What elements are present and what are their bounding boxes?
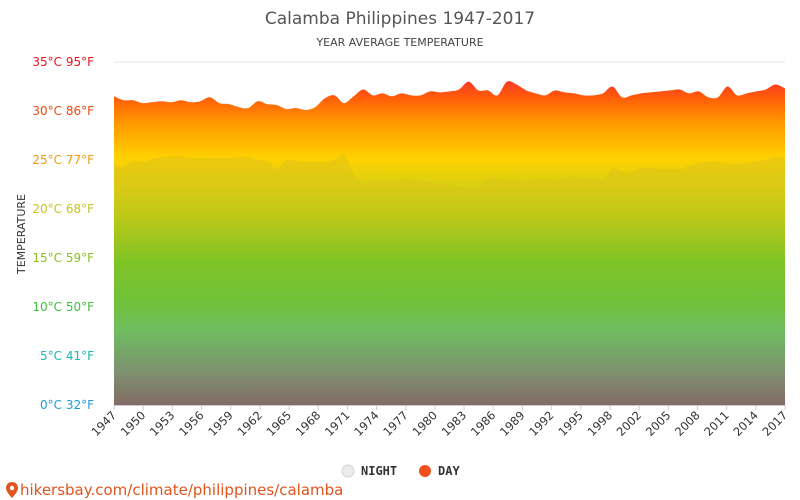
y-tick-label: 5°C 41°F (40, 349, 94, 363)
x-tick-label: 2011 (701, 408, 732, 439)
x-tick-label: 1947 (89, 408, 120, 439)
x-tick-label: 1965 (264, 408, 295, 439)
x-tick-label: 1962 (234, 408, 265, 439)
legend-label-night: NIGHT (361, 464, 397, 478)
chart-title: Calamba Philippines 1947-2017 (265, 9, 535, 29)
y-axis-label: TEMPERATURE (15, 194, 28, 275)
legend-item-night[interactable]: NIGHT (341, 464, 397, 478)
y-tick-label: 25°C 77°F (32, 153, 94, 167)
map-pin-icon-dot (9, 485, 15, 491)
x-tick-label: 2014 (730, 408, 761, 439)
y-tick-label: 30°C 86°F (32, 104, 94, 118)
y-tick-label: 0°C 32°F (40, 398, 94, 412)
y-tick-label: 10°C 50°F (32, 300, 94, 314)
x-tick-label: 1974 (351, 408, 382, 439)
x-tick-label: 1989 (497, 408, 528, 439)
x-tick-label: 1980 (409, 408, 440, 439)
x-tick-label: 1983 (439, 408, 470, 439)
y-tick-label: 20°C 68°F (32, 202, 94, 216)
x-tick-label: 1956 (176, 408, 207, 439)
x-tick-label: 2002 (614, 408, 645, 439)
x-tick-label: 1977 (380, 408, 411, 439)
legend-marker-night (341, 464, 355, 478)
y-tick-label: 35°C 95°F (32, 55, 94, 69)
x-tick-label: 1953 (147, 408, 178, 439)
x-tick-label: 2017 (760, 408, 791, 439)
night-area (114, 153, 785, 405)
x-axis-ticks: 1947195019531956195919621965196819711974… (89, 405, 791, 439)
x-tick-label: 1950 (118, 408, 149, 439)
x-tick-label: 1971 (322, 408, 353, 439)
x-tick-label: 1992 (526, 408, 557, 439)
x-tick-label: 2005 (643, 408, 674, 439)
legend-item-day[interactable]: DAY (419, 464, 460, 478)
legend: NIGHT DAY (341, 464, 460, 478)
x-tick-label: 1959 (205, 408, 236, 439)
y-axis-ticks: 0°C 32°F 5°C 41°F 10°C 50°F 15°C 59°F 20°C 6… (32, 55, 94, 412)
x-tick-label: 1986 (468, 408, 499, 439)
x-tick-label: 1995 (555, 408, 586, 439)
source-url[interactable]: hikersbay.com/climate/philippines/calamb… (20, 481, 343, 499)
x-tick-label: 1968 (293, 408, 324, 439)
legend-marker-day (419, 465, 431, 477)
chart-subtitle: YEAR AVERAGE TEMPERATURE (315, 36, 483, 49)
source-link[interactable]: hikersbay.com/climate/philippines/calamb… (6, 481, 343, 499)
x-tick-label: 2008 (672, 408, 703, 439)
legend-label-day: DAY (438, 464, 460, 478)
y-tick-label: 15°C 59°F (32, 251, 94, 265)
x-tick-label: 1998 (585, 408, 616, 439)
